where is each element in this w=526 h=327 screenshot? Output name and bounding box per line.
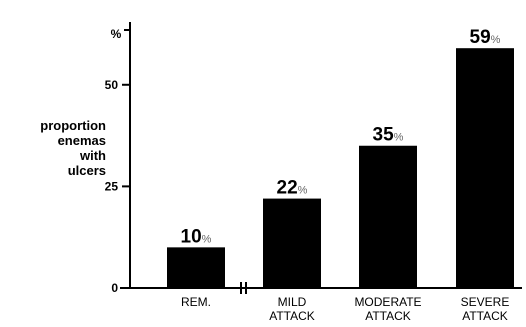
data-label: 35%: [373, 125, 404, 146]
bar: [263, 198, 321, 288]
data-label: 59%: [470, 27, 501, 48]
y-axis-unit: %: [111, 27, 122, 41]
y-axis-title-line: with: [80, 148, 106, 163]
bar: [456, 48, 514, 289]
x-tick-label: SEVERE: [461, 295, 510, 309]
data-label: 10%: [181, 226, 212, 247]
x-tick-label: MILD: [278, 295, 307, 309]
bar: [359, 145, 417, 288]
x-tick-label: REM.: [181, 295, 211, 309]
x-tick-label: ATTACK: [365, 309, 411, 323]
data-label: 22%: [277, 178, 308, 199]
x-tick-label: ATTACK: [269, 309, 315, 323]
x-tick-label: MODERATE: [354, 295, 421, 309]
y-tick-label: 25: [105, 179, 119, 193]
y-axis-title-line: enemas: [57, 133, 106, 148]
y-tick-label: 0: [111, 281, 118, 295]
y-axis-title-line: ulcers: [67, 163, 106, 178]
y-axis-title: proportion enemas with ulcers: [6, 118, 106, 178]
y-axis-title-line: proportion: [40, 118, 106, 133]
bar: [167, 247, 225, 288]
x-tick-label: ATTACK: [462, 309, 508, 323]
y-tick-label: 50: [105, 78, 119, 92]
